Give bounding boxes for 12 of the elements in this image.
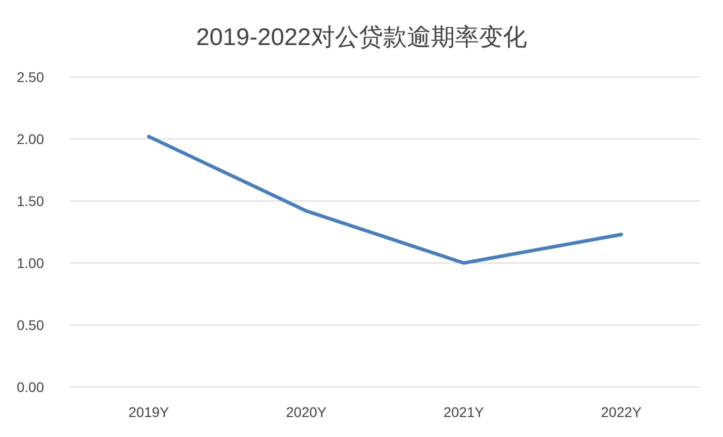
y-tick-label: 0.00 [16,378,44,395]
line-series [147,134,623,265]
y-tick-label: 0.50 [16,316,44,333]
x-tick-label: 2021Y [444,404,485,420]
y-tick-label: 1.00 [16,254,44,271]
x-tick-label: 2022Y [601,404,642,420]
x-tick-label: 2019Y [128,404,170,420]
x-tick-label: 2020Y [286,404,328,420]
y-tick-label: 2.50 [16,68,44,85]
y-tick-label: 2.00 [16,130,44,147]
y-tick-label: 1.50 [16,192,44,209]
chart-title: 2019-2022对公贷款逾期率变化 [196,24,527,51]
